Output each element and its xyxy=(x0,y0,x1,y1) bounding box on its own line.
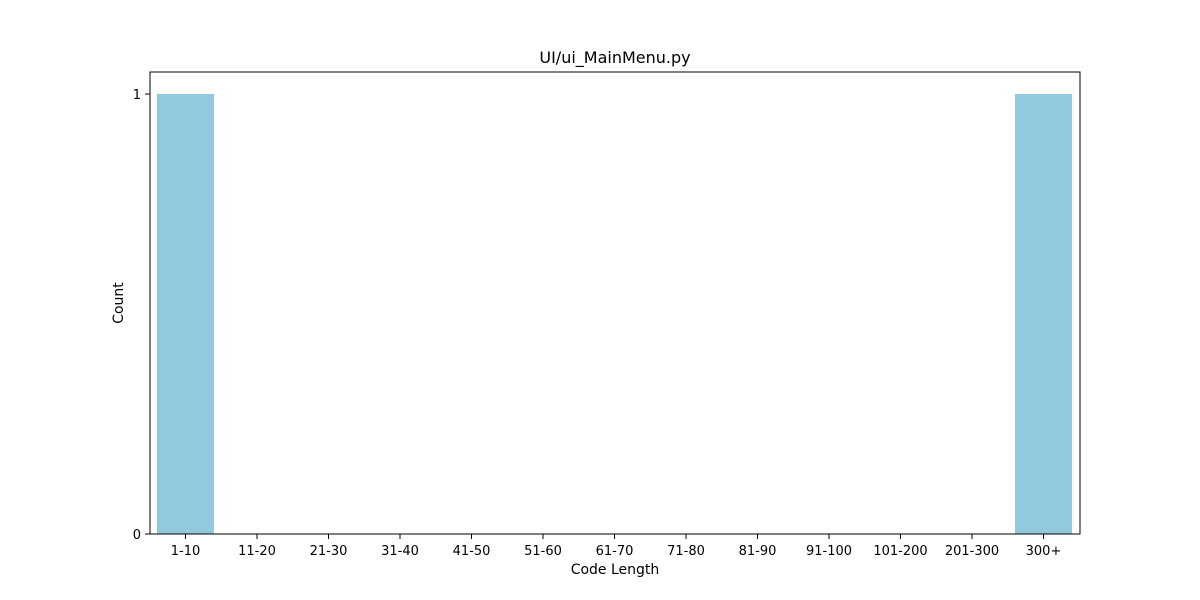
x-tick-label: 101-200 xyxy=(873,544,927,559)
y-axis-ticks: 01 xyxy=(133,88,150,543)
y-axis-label: Count xyxy=(111,282,127,324)
bars-group xyxy=(157,94,1072,534)
x-tick-label: 11-20 xyxy=(238,544,276,559)
x-tick-label: 61-70 xyxy=(596,544,634,559)
bar-300+ xyxy=(1015,94,1072,534)
x-tick-label: 201-300 xyxy=(945,544,999,559)
x-tick-label: 300+ xyxy=(1026,544,1062,559)
bar-1-10 xyxy=(157,94,214,534)
plot-frame xyxy=(149,71,1081,535)
x-axis-label: Code Length xyxy=(571,562,660,578)
chart-title: UI/ui_MainMenu.py xyxy=(539,48,690,68)
x-tick-label: 1-10 xyxy=(171,544,201,559)
x-tick-label: 71-80 xyxy=(667,544,705,559)
plot-area: 1-10 11-20 21-30 31-40 41-50 51-60 61-70 71-80 8… xyxy=(133,71,1081,559)
y-tick-label: 1 xyxy=(133,88,141,103)
x-tick-label: 21-30 xyxy=(310,544,348,559)
x-tick-label: 31-40 xyxy=(381,544,419,559)
x-axis-ticks: 1-10 11-20 21-30 31-40 41-50 51-60 61-70 71-80 8… xyxy=(171,534,1062,559)
x-tick-label: 51-60 xyxy=(524,544,562,559)
x-tick-label: 41-50 xyxy=(453,544,491,559)
x-tick-label: 81-90 xyxy=(739,544,777,559)
x-tick-label: 91-100 xyxy=(806,544,852,559)
y-tick-label: 0 xyxy=(133,528,141,543)
